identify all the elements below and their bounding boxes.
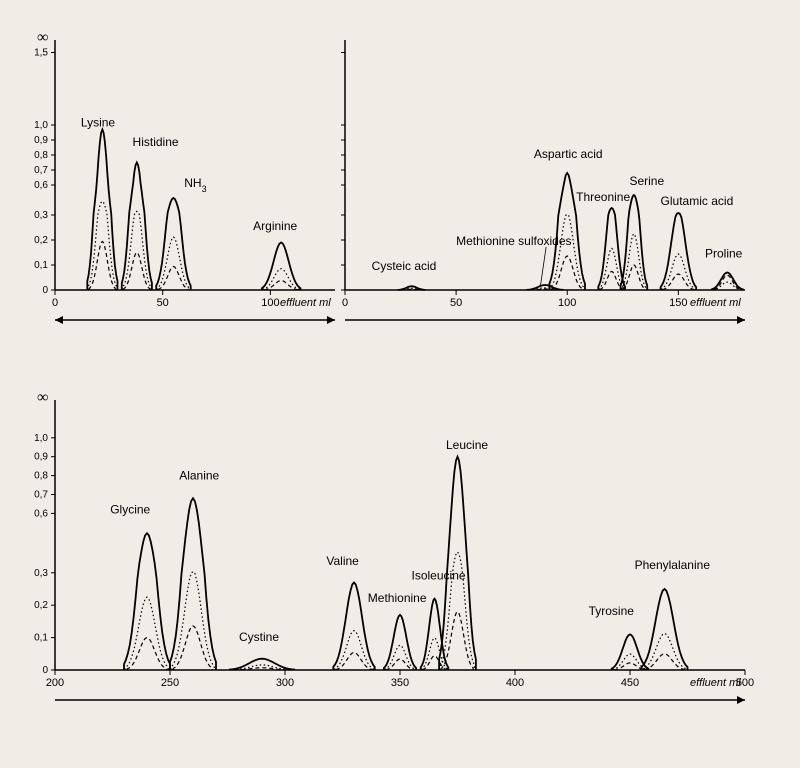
peak-label: Lysine <box>81 116 116 130</box>
x-tick-label: 0 <box>342 297 348 309</box>
peak-glycine <box>124 533 170 670</box>
y-tick-label: 1,5 <box>34 48 48 59</box>
y-tick-label: 0,3 <box>34 568 48 579</box>
y-tick-label: 0 <box>42 665 48 676</box>
y-tick-label: 0,1 <box>34 260 48 271</box>
x-tick-label: 0 <box>52 297 58 309</box>
y-axis-symbol: ∞ <box>37 29 48 46</box>
peak-label: Phenylalanine <box>635 558 711 572</box>
x-tick-label: 350 <box>391 677 409 689</box>
peak-label: Glutamic acid <box>661 194 734 208</box>
y-tick-label: 0,7 <box>34 165 48 176</box>
y-tick-label: 0,8 <box>34 471 48 482</box>
y-tick-label: 0,6 <box>34 180 48 191</box>
x-tick-label: 250 <box>161 677 179 689</box>
peak-histidine <box>122 163 152 291</box>
panel-top-right: 0 50 100 150effluent ml Cysteic acid Methioni… <box>341 40 745 324</box>
x-axis-label: effluent ml <box>690 677 741 689</box>
peak-label: Serine <box>629 174 664 188</box>
y-tick-label: 0,9 <box>34 135 48 146</box>
peak-label: Methionine sulfoxides <box>456 234 571 248</box>
y-tick-label: 1,0 <box>34 120 48 131</box>
peak-label: Valine <box>326 554 359 568</box>
x-axis-label: effluent ml <box>690 297 741 309</box>
peak-proline <box>712 273 743 291</box>
peak-label: Glycine <box>110 502 150 516</box>
peak-label: Histidine <box>133 135 179 149</box>
peak-label: Tyrosine <box>589 604 635 618</box>
y-tick-label: 0,1 <box>34 633 48 644</box>
peak-label: Alanine <box>179 468 219 482</box>
peak-label: Leucine <box>446 438 488 452</box>
x-axis-label: effluent ml <box>280 297 331 309</box>
peak-serine <box>621 195 648 290</box>
y-tick-label: 0 <box>42 285 48 296</box>
x-tick-label: 450 <box>621 677 639 689</box>
peak-lysine <box>87 130 117 291</box>
x-tick-label: 200 <box>46 677 64 689</box>
peak-label: Cystine <box>239 630 279 644</box>
peak-label: Methionine <box>368 591 427 605</box>
x-tick-label: 100 <box>261 297 279 309</box>
peak-alanine <box>170 498 216 670</box>
peak-methionine <box>384 615 416 670</box>
y-tick-label: 0,6 <box>34 508 48 519</box>
peak-nh- <box>156 198 191 290</box>
peak-arginine <box>262 243 301 291</box>
y-tick-label: 0,2 <box>34 600 48 611</box>
x-tick-label: 300 <box>276 677 294 689</box>
x-tick-label: 400 <box>506 677 524 689</box>
y-tick-label: 0,3 <box>34 210 48 221</box>
chromatogram-figure: { "figure": { "background_color": "#f0ed… <box>0 0 800 768</box>
x-tick-label: 50 <box>157 297 169 309</box>
y-tick-label: 0,9 <box>34 452 48 463</box>
y-tick-label: 0,2 <box>34 235 48 246</box>
panel-bottom: 0 0,1 0,2 0,3 0,6 0,7 0,8 0,9 1,0 ∞ 200 250 300 350 40… <box>34 389 754 704</box>
x-tick-label: 50 <box>450 297 462 309</box>
peak-phenylalanine <box>642 589 688 670</box>
y-tick-label: 0,8 <box>34 150 48 161</box>
chromatogram-svg: 00,10,20,30,60,70,80,91,01,5∞050100efflu… <box>0 0 800 768</box>
peak-label: Cysteic acid <box>372 259 437 273</box>
panel-top-left: 0 0,1 0,2 0,3 0,6 0,7 0,8 0,9 1,0 1,5 ∞ 0 50 100efflu… <box>34 29 335 324</box>
peak-leucine <box>439 457 476 670</box>
peak-label: NH3 <box>184 176 206 194</box>
x-tick-label: 100 <box>558 297 576 309</box>
y-tick-label: 0,7 <box>34 490 48 501</box>
peak-label: Threonine <box>576 190 630 204</box>
y-axis-symbol: ∞ <box>37 389 48 406</box>
peak-glutamic-acid <box>661 213 697 290</box>
peak-label: Aspartic acid <box>534 147 603 161</box>
y-tick-label: 1,0 <box>34 433 48 444</box>
peak-label: Isoleucine <box>412 568 466 582</box>
x-tick-label: 150 <box>669 297 687 309</box>
peak-cystine <box>230 659 294 670</box>
peak-label: Arginine <box>253 219 297 233</box>
peak-label: Proline <box>705 247 743 261</box>
